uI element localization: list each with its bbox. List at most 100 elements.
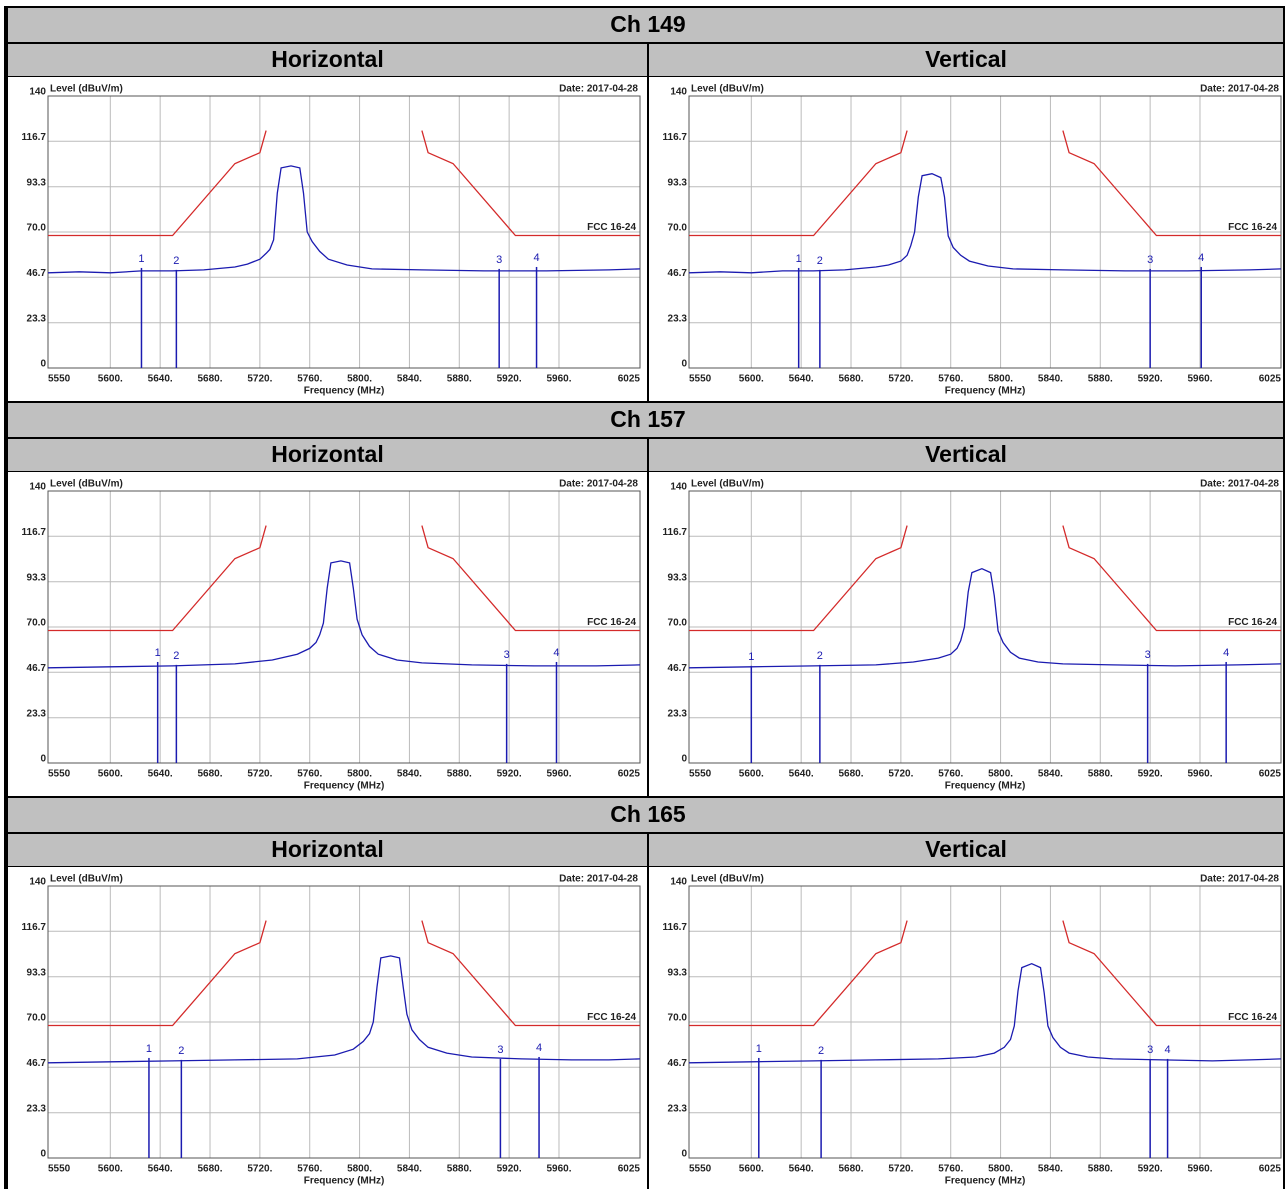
x-tick-label: 5840.: [1038, 1164, 1063, 1175]
y-axis-label: Level (dBuV/m): [50, 479, 123, 490]
marker-label: 3: [496, 254, 502, 266]
y-tick-label: 116.7: [663, 527, 688, 538]
column-title: Vertical: [925, 46, 1007, 72]
y-tick-label: 46.7: [668, 268, 688, 279]
x-tick-label: 5800.: [988, 1164, 1013, 1175]
marker-label: 3: [504, 649, 510, 661]
y-tick-label: 116.7: [663, 922, 688, 933]
series-line: [689, 920, 1281, 1027]
x-axis-label: Frequency (MHz): [304, 1176, 385, 1187]
y-tick-label: 93.3: [668, 177, 688, 188]
x-tick-label: 5550: [48, 1164, 71, 1175]
y-tick-label: 116.7: [663, 132, 688, 143]
marker-label: 1: [748, 651, 754, 663]
series-line: [688, 962, 1282, 1064]
y-tick-label: 116.7: [22, 922, 47, 933]
series-line: [689, 130, 1281, 237]
marker-label: 4: [553, 647, 559, 659]
marker-label: 2: [173, 255, 179, 267]
x-tick-label: 5760.: [938, 374, 963, 385]
y-tick-label: 116.7: [22, 527, 47, 538]
y-tick-label: 23.3: [27, 708, 47, 719]
x-tick-label: 5840.: [397, 769, 422, 780]
marker-label: 3: [1147, 1044, 1153, 1056]
y-tick-label: 0: [40, 359, 46, 370]
y-tick-label: 140: [29, 877, 46, 888]
chart-background: [649, 867, 1283, 1191]
chart-background: [8, 77, 647, 401]
y-tick-label: 23.3: [668, 1103, 688, 1114]
x-tick-label: 5720.: [888, 1164, 913, 1175]
marker-label: 1: [756, 1043, 762, 1055]
x-tick-label: 5640.: [148, 374, 173, 385]
x-tick-label: 5760.: [297, 1164, 322, 1175]
plot-frame: [688, 490, 1282, 764]
column-header: [649, 439, 1283, 471]
series-line: [47, 560, 641, 669]
series-label: FCC 16-24: [587, 617, 636, 628]
marker-label: 1: [146, 1043, 152, 1055]
series-label: FCC 16-24: [587, 1012, 636, 1023]
x-tick-label: 5550: [689, 374, 712, 385]
channel-header: [8, 8, 1283, 42]
marker-label: 4: [536, 1042, 542, 1054]
x-tick-label: 5600.: [739, 374, 764, 385]
chart: 0 23.3 46.7 70.0 93.3 116.7 140 5550 5600. 5640. 5…: [8, 472, 647, 796]
y-tick-label: 46.7: [668, 1058, 688, 1069]
marker-label: 2: [817, 650, 823, 662]
y-tick-label: 70.0: [668, 618, 688, 629]
y-axis-label: Level (dBuV/m): [691, 479, 764, 490]
y-tick-label: 93.3: [668, 572, 688, 583]
x-tick-label: 5960.: [1187, 1164, 1212, 1175]
marker-label: 4: [1198, 252, 1204, 264]
y-axis-label: Level (dBuV/m): [691, 84, 764, 95]
channel-header: [8, 798, 1283, 832]
x-tick-label: 5800.: [988, 374, 1013, 385]
x-tick-label: 5880.: [1088, 769, 1113, 780]
y-tick-label: 93.3: [27, 967, 47, 978]
column-title: Vertical: [925, 441, 1007, 467]
marker-label: 1: [138, 253, 144, 265]
x-tick-label: 5600.: [739, 769, 764, 780]
x-tick-label: 5600.: [739, 1164, 764, 1175]
marker-label: 1: [796, 253, 802, 265]
column-header: [8, 834, 647, 866]
marker-label: 4: [1223, 647, 1229, 659]
x-axis-label: Frequency (MHz): [945, 781, 1026, 792]
y-tick-label: 23.3: [27, 313, 47, 324]
series-line: [48, 920, 640, 1027]
y-tick-label: 0: [40, 754, 46, 765]
x-tick-label: 5680.: [839, 374, 864, 385]
chart-background: [649, 472, 1283, 796]
y-tick-label: 93.3: [27, 177, 47, 188]
column-header: [649, 834, 1283, 866]
y-tick-label: 46.7: [668, 663, 688, 674]
x-tick-label: 5720.: [888, 769, 913, 780]
y-tick-label: 0: [681, 359, 687, 370]
series-line: [688, 173, 1282, 274]
y-tick-label: 140: [670, 877, 687, 888]
x-tick-label: 5960.: [546, 769, 571, 780]
date-label: Date: 2017-04-28: [559, 874, 638, 885]
x-axis-label: Frequency (MHz): [945, 1176, 1026, 1187]
marker-label: 2: [817, 255, 823, 267]
x-tick-label: 5640.: [789, 374, 814, 385]
x-tick-label: 5550: [48, 374, 71, 385]
x-tick-label: 5680.: [198, 1164, 223, 1175]
marker-label: 4: [533, 252, 539, 264]
x-tick-label: 5960.: [1187, 374, 1212, 385]
marker-label: 2: [818, 1045, 824, 1057]
chart-background: [649, 77, 1283, 401]
x-tick-label: 6025: [1259, 1164, 1282, 1175]
x-tick-label: 5600.: [98, 374, 123, 385]
y-tick-label: 93.3: [27, 572, 47, 583]
chart: 0 23.3 46.7 70.0 93.3 116.7 140 5550 5600. 5640. 5…: [649, 472, 1283, 796]
marker-label: 3: [1145, 649, 1151, 661]
chart-background: [8, 867, 647, 1191]
x-tick-label: 5550: [689, 1164, 712, 1175]
y-tick-label: 70.0: [27, 618, 47, 629]
y-axis-label: Level (dBuV/m): [691, 874, 764, 885]
x-tick-label: 5920.: [1138, 374, 1163, 385]
column-title: Vertical: [925, 836, 1007, 862]
x-tick-label: 5840.: [397, 1164, 422, 1175]
